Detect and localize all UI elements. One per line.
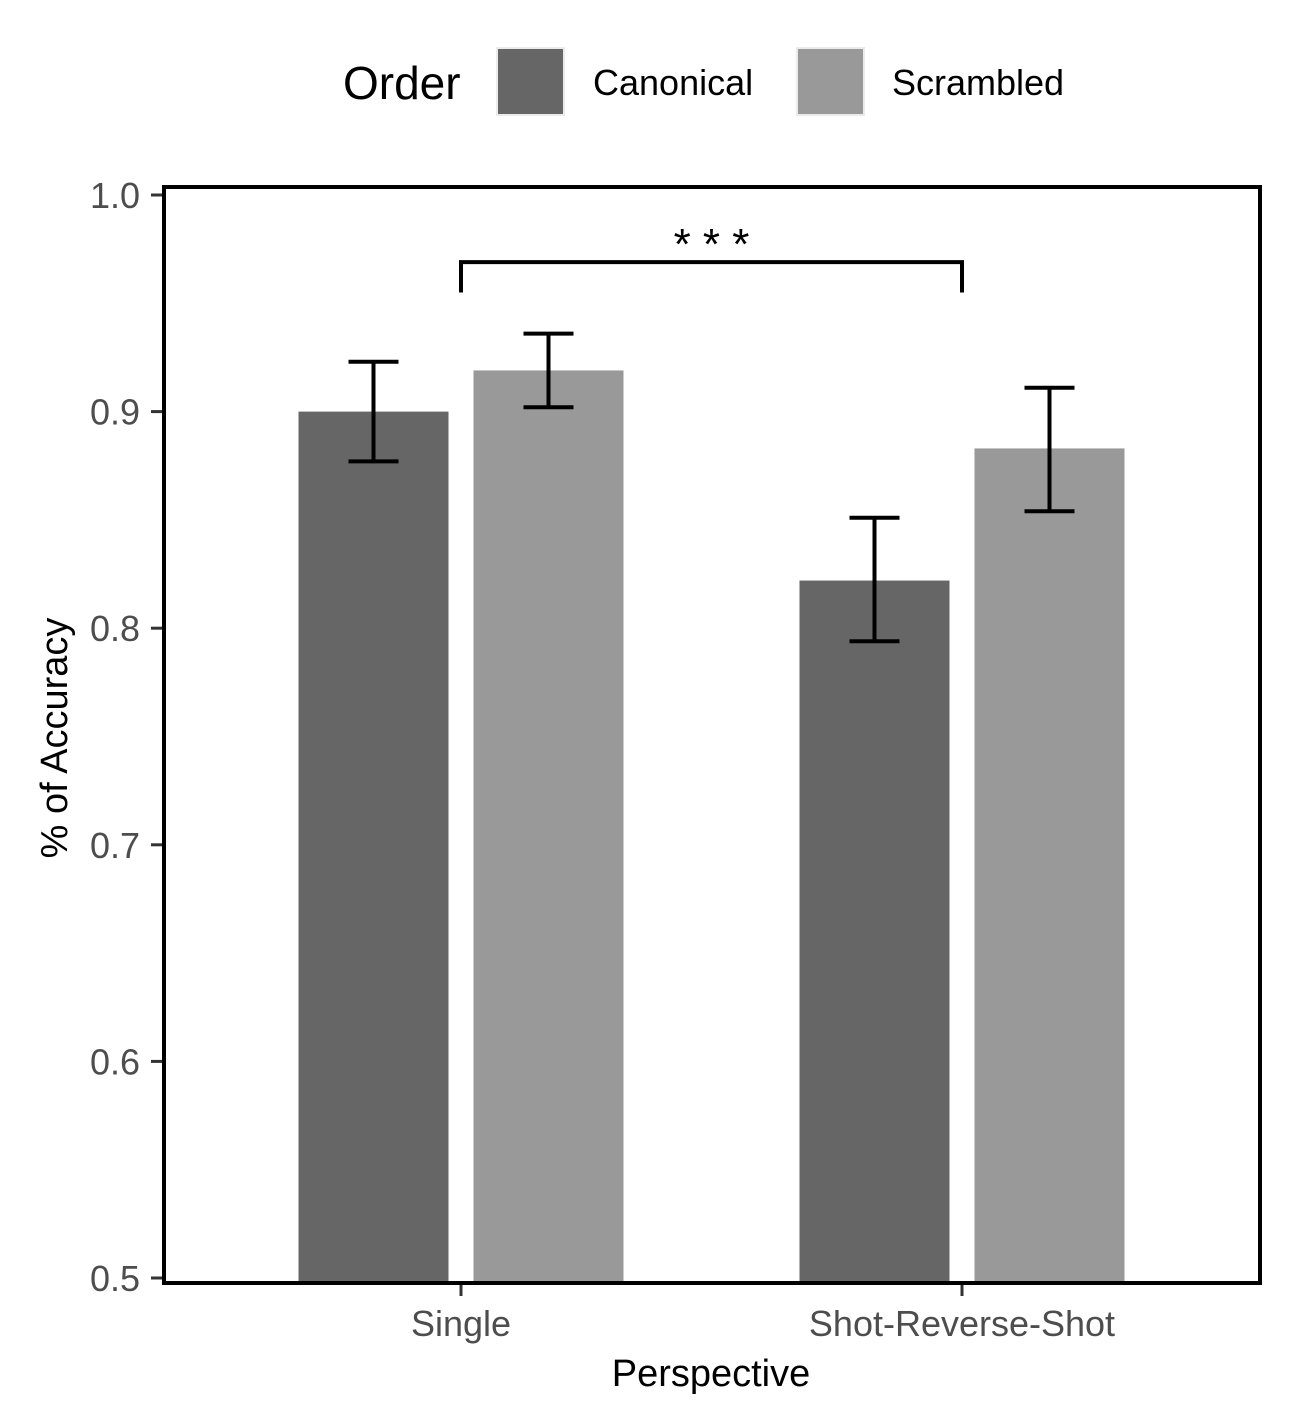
y-tick-label: 0.5 (90, 1258, 140, 1299)
significance-stars: * * * (674, 220, 750, 269)
legend: Order Canonical Scrambled (343, 47, 1064, 116)
y-tick-label: 1.0 (90, 175, 140, 216)
x-tick-label: Single (411, 1303, 511, 1344)
legend-title: Order (343, 57, 461, 109)
y-axis: 0.5 0.6 0.7 0.8 0.9 1.0 (90, 175, 164, 1299)
y-tick-label: 0.9 (90, 392, 140, 433)
x-axis-title: Perspective (612, 1353, 811, 1395)
legend-label-scrambled: Scrambled (892, 62, 1064, 103)
significance-annotation: * * * (459, 220, 964, 293)
y-tick-label: 0.7 (90, 825, 140, 866)
legend-key-scrambled (796, 47, 865, 116)
y-tick-label: 0.6 (90, 1041, 140, 1082)
bar-canonical-shot-reverse-shot (799, 580, 950, 1283)
significance-bracket (459, 260, 964, 293)
legend-label-canonical: Canonical (593, 62, 753, 103)
x-tick-label: Shot-Reverse-Shot (809, 1303, 1115, 1344)
y-tick-label: 0.8 (90, 608, 140, 649)
bar-canonical-single (298, 411, 449, 1284)
plot-panel-border (162, 185, 1262, 1285)
y-axis-title: % of Accuracy (34, 618, 76, 859)
bar-scrambled-single (473, 370, 624, 1283)
error-bars-layer (348, 331, 1075, 644)
legend-key-canonical (496, 47, 565, 116)
x-axis: Single Shot-Reverse-Shot (411, 1283, 1115, 1344)
bar-scrambled-shot-reverse-shot (974, 448, 1125, 1283)
bars-layer (298, 370, 1125, 1284)
